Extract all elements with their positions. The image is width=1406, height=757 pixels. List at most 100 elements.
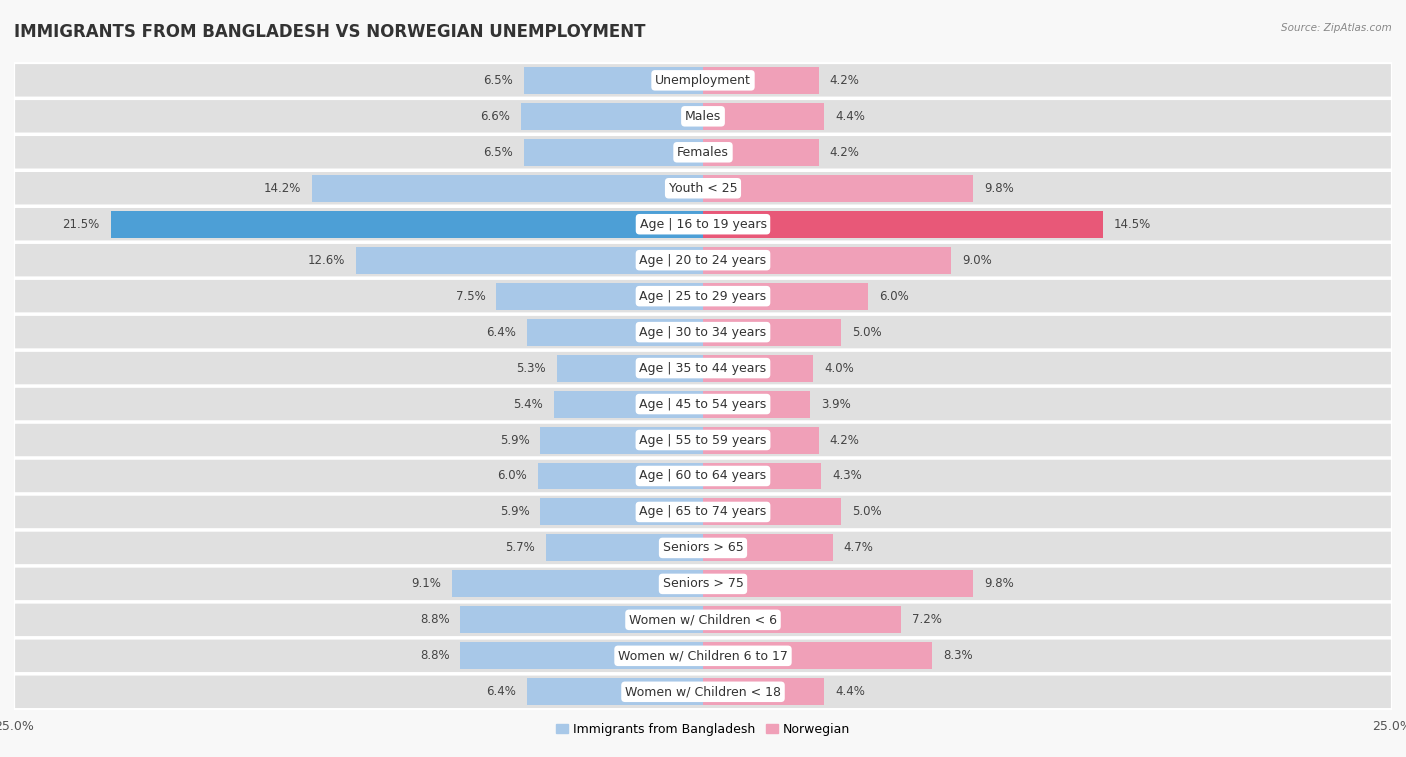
Text: 5.7%: 5.7% — [505, 541, 534, 554]
Bar — [557, 354, 703, 382]
Text: 4.2%: 4.2% — [830, 146, 859, 159]
Bar — [524, 67, 703, 94]
Text: Age | 25 to 29 years: Age | 25 to 29 years — [640, 290, 766, 303]
Bar — [356, 247, 703, 274]
Bar — [461, 643, 703, 669]
Text: 9.1%: 9.1% — [412, 578, 441, 590]
Text: Youth < 25: Youth < 25 — [669, 182, 737, 195]
FancyBboxPatch shape — [14, 603, 1392, 637]
Text: 7.2%: 7.2% — [912, 613, 942, 626]
Text: Seniors > 75: Seniors > 75 — [662, 578, 744, 590]
FancyBboxPatch shape — [14, 459, 1392, 494]
Text: 9.8%: 9.8% — [984, 182, 1014, 195]
Bar — [703, 498, 841, 525]
Text: Females: Females — [678, 146, 728, 159]
Bar — [461, 606, 703, 634]
Bar — [546, 534, 703, 562]
Bar — [703, 103, 824, 129]
Text: 7.5%: 7.5% — [456, 290, 485, 303]
Text: Age | 20 to 24 years: Age | 20 to 24 years — [640, 254, 766, 266]
Text: Age | 16 to 19 years: Age | 16 to 19 years — [640, 218, 766, 231]
Text: 6.5%: 6.5% — [484, 146, 513, 159]
Text: 4.4%: 4.4% — [835, 110, 865, 123]
Bar — [703, 247, 950, 274]
FancyBboxPatch shape — [14, 279, 1392, 313]
Text: Age | 35 to 44 years: Age | 35 to 44 years — [640, 362, 766, 375]
Text: 8.3%: 8.3% — [943, 650, 973, 662]
Text: 4.2%: 4.2% — [830, 434, 859, 447]
Text: Males: Males — [685, 110, 721, 123]
FancyBboxPatch shape — [14, 315, 1392, 350]
Bar — [703, 391, 810, 418]
Text: 5.9%: 5.9% — [499, 434, 530, 447]
Text: Source: ZipAtlas.com: Source: ZipAtlas.com — [1281, 23, 1392, 33]
Bar — [703, 534, 832, 562]
Bar — [554, 391, 703, 418]
Bar — [703, 67, 818, 94]
FancyBboxPatch shape — [14, 639, 1392, 673]
FancyBboxPatch shape — [14, 567, 1392, 601]
Bar — [703, 210, 1102, 238]
Text: Unemployment: Unemployment — [655, 74, 751, 87]
Text: 4.4%: 4.4% — [835, 685, 865, 698]
Text: Women w/ Children < 18: Women w/ Children < 18 — [626, 685, 780, 698]
Bar — [527, 678, 703, 706]
Text: Seniors > 65: Seniors > 65 — [662, 541, 744, 554]
Text: 4.7%: 4.7% — [844, 541, 873, 554]
Text: 4.3%: 4.3% — [832, 469, 862, 482]
Text: 5.4%: 5.4% — [513, 397, 543, 410]
Bar — [703, 678, 824, 706]
Bar — [527, 319, 703, 346]
Text: 6.5%: 6.5% — [484, 74, 513, 87]
FancyBboxPatch shape — [14, 135, 1392, 170]
Text: 9.8%: 9.8% — [984, 578, 1014, 590]
Bar — [703, 319, 841, 346]
Bar — [703, 175, 973, 201]
Text: 5.0%: 5.0% — [852, 506, 882, 519]
Bar — [703, 643, 932, 669]
Text: 5.3%: 5.3% — [516, 362, 546, 375]
Bar — [540, 426, 703, 453]
Bar — [703, 354, 813, 382]
Text: 14.5%: 14.5% — [1114, 218, 1152, 231]
Bar — [537, 463, 703, 490]
Bar — [496, 282, 703, 310]
Bar — [703, 571, 973, 597]
Bar — [540, 498, 703, 525]
Text: 14.2%: 14.2% — [263, 182, 301, 195]
Bar — [453, 571, 703, 597]
Bar — [703, 139, 818, 166]
FancyBboxPatch shape — [14, 243, 1392, 278]
FancyBboxPatch shape — [14, 350, 1392, 385]
Bar — [522, 103, 703, 129]
Text: 8.8%: 8.8% — [420, 650, 450, 662]
Text: IMMIGRANTS FROM BANGLADESH VS NORWEGIAN UNEMPLOYMENT: IMMIGRANTS FROM BANGLADESH VS NORWEGIAN … — [14, 23, 645, 41]
Text: Women w/ Children 6 to 17: Women w/ Children 6 to 17 — [619, 650, 787, 662]
FancyBboxPatch shape — [14, 207, 1392, 241]
FancyBboxPatch shape — [14, 422, 1392, 457]
Text: 6.0%: 6.0% — [879, 290, 910, 303]
Text: 3.9%: 3.9% — [821, 397, 851, 410]
Text: 6.6%: 6.6% — [481, 110, 510, 123]
FancyBboxPatch shape — [14, 63, 1392, 98]
Text: 21.5%: 21.5% — [62, 218, 100, 231]
Text: 5.0%: 5.0% — [852, 326, 882, 338]
FancyBboxPatch shape — [14, 494, 1392, 529]
FancyBboxPatch shape — [14, 674, 1392, 709]
FancyBboxPatch shape — [14, 171, 1392, 205]
Text: Age | 45 to 54 years: Age | 45 to 54 years — [640, 397, 766, 410]
Bar — [703, 463, 821, 490]
Bar — [524, 139, 703, 166]
Text: 6.4%: 6.4% — [485, 326, 516, 338]
Text: 4.0%: 4.0% — [824, 362, 853, 375]
Bar — [703, 282, 869, 310]
Text: Age | 55 to 59 years: Age | 55 to 59 years — [640, 434, 766, 447]
Text: 5.9%: 5.9% — [499, 506, 530, 519]
Text: 6.0%: 6.0% — [496, 469, 527, 482]
FancyBboxPatch shape — [14, 99, 1392, 133]
Text: 6.4%: 6.4% — [485, 685, 516, 698]
Bar — [312, 175, 703, 201]
Text: 9.0%: 9.0% — [962, 254, 991, 266]
FancyBboxPatch shape — [14, 387, 1392, 422]
Text: 8.8%: 8.8% — [420, 613, 450, 626]
